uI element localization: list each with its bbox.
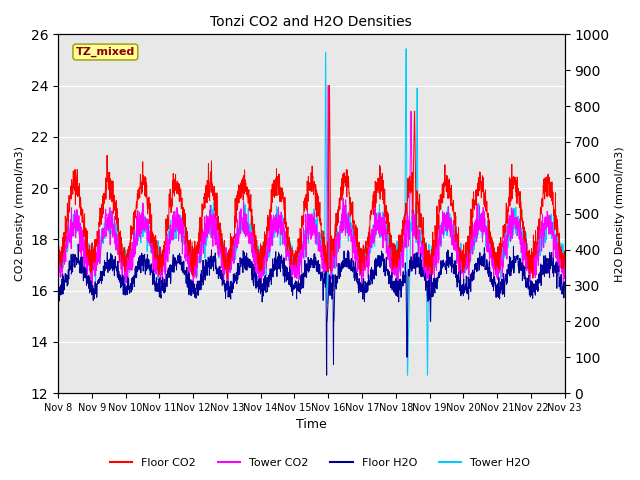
Text: TZ_mixed: TZ_mixed <box>76 47 135 57</box>
Y-axis label: H2O Density (mmol/m3): H2O Density (mmol/m3) <box>615 146 625 282</box>
Title: Tonzi CO2 and H2O Densities: Tonzi CO2 and H2O Densities <box>211 15 412 29</box>
Y-axis label: CO2 Density (mmol/m3): CO2 Density (mmol/m3) <box>15 146 25 281</box>
X-axis label: Time: Time <box>296 419 326 432</box>
Legend: Floor CO2, Tower CO2, Floor H2O, Tower H2O: Floor CO2, Tower CO2, Floor H2O, Tower H… <box>105 453 535 472</box>
